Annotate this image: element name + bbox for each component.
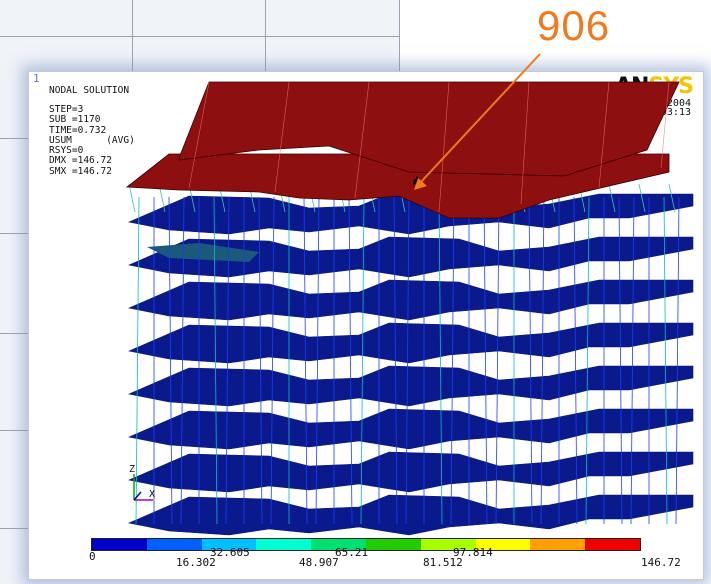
floor-slab-4 [128,365,694,407]
legend-segment-1 [146,539,202,550]
contour-legend-bar [91,538,641,551]
column-line [663,196,668,525]
floor-slab-3 [128,322,694,364]
column-line [540,196,545,525]
column-line [528,196,533,525]
column-line [348,196,353,525]
floor-slab-0 [128,193,694,235]
plot-time: 13:03:13 [642,107,691,118]
column-line [585,196,590,525]
solution-info: STEP=3 SUB =1170 TIME=0.732 USUM (AVG) R… [49,104,135,177]
column-lines [128,183,680,525]
column-line [573,196,578,525]
legend-label-top-1: 32.605 [210,546,250,559]
column-line [450,196,455,525]
axis-x-label: X [149,489,155,500]
legend-segment-2 [201,539,257,550]
coordinate-triad: Z X [129,464,155,501]
floor-slab-1 [128,236,694,278]
floor-slab-6 [128,451,694,493]
info-step: STEP=3 [49,104,84,115]
ansys-plot-window: 1 NODAL SOLUTION STEP=3 SUB =1170 TIME=0… [28,71,704,580]
building-deformation-model: MX Z X [125,81,694,536]
floor-slabs [128,193,694,536]
column-line [315,196,320,525]
highlight-slab [147,243,259,262]
legend-segment-5 [365,539,421,550]
info-rsys: RSYS=0 [49,145,84,157]
legend-label-1: 16.302 [176,556,216,569]
column-line [393,196,398,525]
column-line [675,196,680,525]
legend-segment-7 [475,539,531,550]
legend-segment-0 [92,539,147,550]
window-index: 1 [33,72,40,85]
legend-label-top-3: 97.814 [453,546,493,559]
info-time: TIME=0.732 [49,124,107,136]
sway-line [638,183,646,213]
column-line [180,196,185,525]
column-line [258,196,263,525]
legend-segment-9 [585,539,640,550]
column-line [270,196,275,525]
floor-slab-5 [128,408,694,450]
column-line [630,196,635,525]
floor-slab-7 [128,494,694,536]
legend-segment-6 [420,539,476,550]
legend-segment-4 [311,539,366,550]
sway-line [668,183,676,213]
column-line [135,196,140,525]
callout-label: 906 [537,2,611,49]
sway-line [608,183,616,213]
legend-label-0: 0 [89,550,96,563]
legend-label-4: 146.72 [641,556,681,569]
column-line [303,196,308,525]
plot-title: NODAL SOLUTION [49,85,130,96]
legend-label-top-2: 65.21 [335,546,369,559]
column-line [213,196,218,525]
legend-label-2: 48.907 [299,556,339,569]
column-line [360,196,365,525]
info-usum: USUM (AVG) [49,134,135,146]
column-line [495,196,500,525]
column-line [618,196,623,525]
legend-segment-8 [530,539,586,550]
floor-slab-2 [128,279,694,321]
legend-segment-3 [256,539,312,550]
info-smx: SMX =146.72 [49,165,112,177]
column-line [405,196,410,525]
column-line [438,196,443,525]
sway-line [128,183,136,213]
info-sub: SUB =1170 [49,114,101,126]
column-line [483,196,488,525]
legend-label-3: 81.512 [423,556,463,569]
info-dmx: DMX =146.72 [49,155,112,167]
column-line [225,196,230,525]
axis-z-label: Z [129,464,135,475]
column-line [168,196,173,525]
